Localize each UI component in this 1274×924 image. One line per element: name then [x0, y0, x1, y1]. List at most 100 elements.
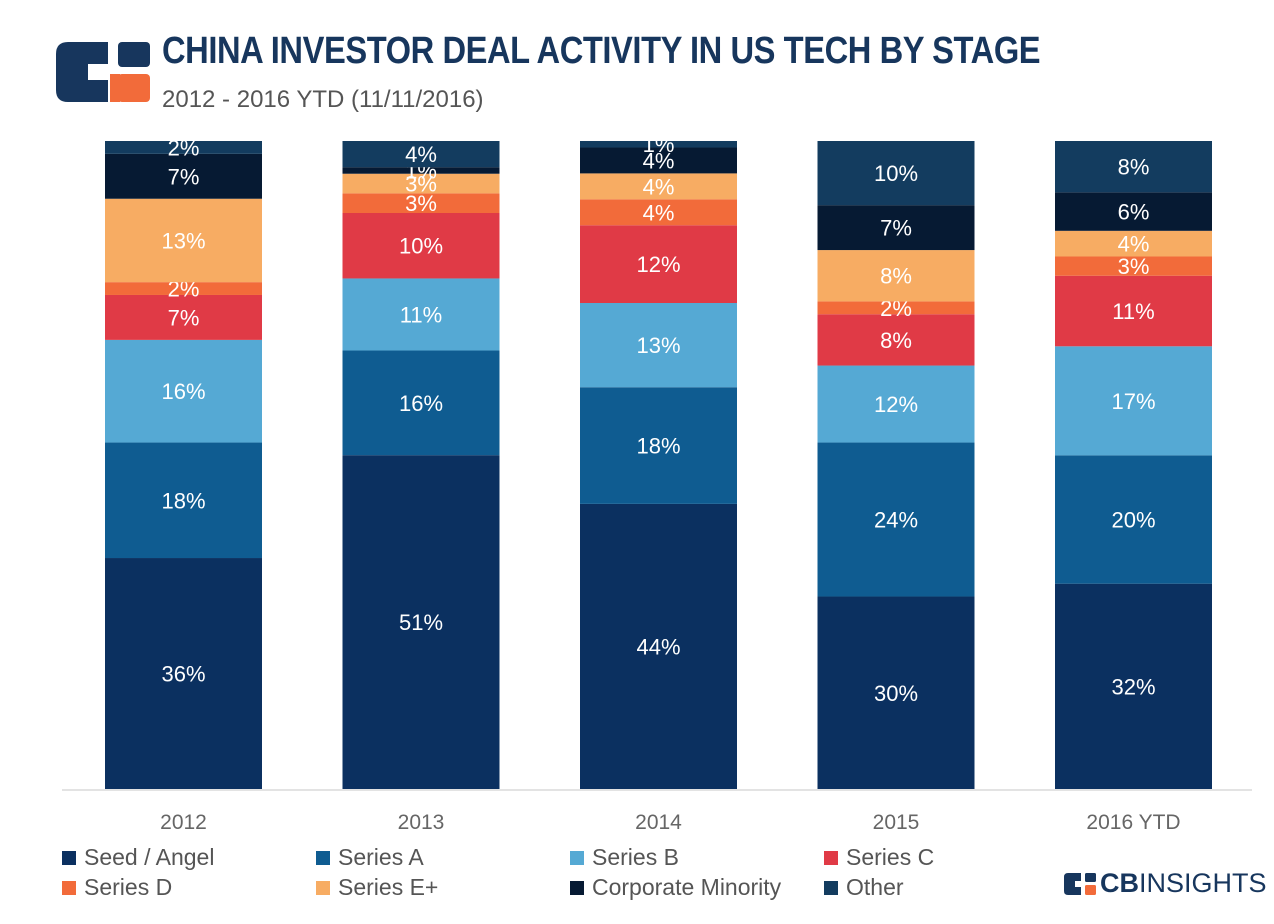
legend-swatch — [570, 880, 584, 895]
legend-label: Series D — [84, 874, 173, 900]
bar-segment — [1055, 141, 1212, 193]
bar-data-label: 4% — [643, 174, 675, 199]
legend-label: Corporate Minority — [592, 874, 782, 900]
cb-insights-logo-icon — [56, 42, 150, 102]
brand-name-bold: CB — [1100, 868, 1139, 898]
bar-segment — [342, 193, 500, 213]
legend-item: Series B — [570, 844, 679, 871]
bar-data-label: 7% — [880, 216, 912, 241]
bar-data-label: 11% — [1112, 299, 1154, 324]
bar-data-label: 11% — [400, 302, 442, 327]
bar-data-label: 16% — [399, 391, 443, 416]
bar-segment — [817, 301, 975, 315]
bar-data-label: 8% — [880, 264, 912, 289]
bar-segment — [817, 205, 975, 251]
bar-segment — [580, 173, 737, 200]
bar-segment — [1055, 230, 1212, 257]
legend-item: Seed / Angel — [62, 844, 214, 871]
bar-data-label: 3% — [405, 172, 437, 197]
x-tick-label: 2014 — [635, 811, 682, 834]
legend-label: Other — [846, 874, 904, 900]
bar-data-label: 10% — [399, 234, 443, 259]
bar-data-label: 17% — [1111, 389, 1155, 414]
legend-swatch — [62, 880, 76, 895]
legend-swatch — [316, 880, 330, 895]
bar-segment — [342, 141, 500, 168]
bar-segment — [817, 365, 975, 443]
bar-data-label: 16% — [161, 379, 205, 404]
bar-data-label: 10% — [874, 161, 918, 186]
bar-segment — [105, 198, 262, 283]
bar-segment — [342, 167, 500, 174]
bar-data-label: 2% — [168, 135, 200, 160]
legend-label: Series C — [846, 844, 935, 870]
legend-swatch — [62, 850, 76, 865]
bar-segment — [817, 141, 975, 206]
bar-segment — [817, 314, 975, 366]
chart-subtitle: 2012 - 2016 YTD (11/11/2016) — [162, 86, 484, 113]
bar-data-label: 3% — [405, 191, 437, 216]
x-tick-label: 2013 — [398, 811, 445, 834]
legend-item: Corporate Minority — [570, 874, 781, 901]
bar-data-label: 18% — [636, 434, 680, 459]
legend-item: Series D — [62, 874, 172, 901]
bar-segment — [342, 350, 500, 456]
bar-segment — [105, 153, 262, 199]
bar-segment — [1055, 192, 1212, 231]
bar-data-label: 4% — [643, 200, 675, 225]
bar-data-label: 8% — [1118, 155, 1150, 180]
bar-data-label: 13% — [161, 228, 205, 253]
bar-data-label: 32% — [1111, 674, 1155, 699]
bar-data-label: 7% — [168, 164, 200, 189]
bar-segment — [105, 282, 262, 295]
bar-segment — [817, 596, 975, 789]
brand-logo: CB INSIGHTS — [1064, 868, 1267, 899]
bar-data-label: 12% — [874, 392, 918, 417]
bar-segment — [580, 387, 737, 504]
bar-data-label: 24% — [874, 508, 918, 533]
bar-segment — [1055, 256, 1212, 276]
bar-data-label: 8% — [880, 328, 912, 353]
bar-segment — [817, 250, 975, 302]
bar-segment — [1055, 583, 1212, 789]
cb-insights-small-logo-icon — [1064, 872, 1096, 895]
bar-data-label: 36% — [161, 662, 205, 687]
bar-data-label: 4% — [643, 148, 675, 173]
bar-segment — [105, 141, 262, 154]
bar-data-label: 51% — [399, 610, 443, 635]
legend-swatch — [316, 850, 330, 865]
bar-segment — [342, 173, 500, 194]
bar-segment — [1055, 275, 1212, 347]
legend-item: Series C — [824, 844, 934, 871]
x-tick-label: 2016 YTD — [1086, 811, 1180, 834]
legend-item: Series E+ — [316, 874, 438, 901]
legend-label: Seed / Angel — [84, 844, 215, 870]
bar-data-label: 30% — [874, 681, 918, 706]
bar-segment — [342, 455, 500, 789]
bar-data-label: 1% — [643, 132, 675, 157]
x-tick-label: 2015 — [873, 811, 920, 834]
bar-segment — [1055, 346, 1212, 456]
legend-swatch — [824, 880, 838, 895]
legend-label: Series E+ — [338, 874, 439, 900]
bar-segment — [1055, 455, 1212, 584]
bar-segment — [580, 503, 737, 789]
bar-data-label: 13% — [636, 333, 680, 358]
brand-name-light: INSIGHTS — [1139, 868, 1267, 898]
legend-label: Series B — [592, 844, 679, 870]
chart-title: CHINA INVESTOR DEAL ACTIVITY IN US TECH … — [162, 30, 1041, 72]
bar-segment — [817, 442, 975, 597]
legend-swatch — [570, 850, 584, 865]
bar-data-label: 7% — [168, 305, 200, 330]
legend-label: Series A — [338, 844, 424, 870]
stacked-bar-chart: 36%18%16%7%2%13%7%2%201251%16%11%10%3%3%… — [62, 132, 1252, 834]
legend-item: Other — [824, 874, 904, 901]
bar-segment — [342, 213, 500, 279]
bar-data-label: 4% — [1118, 232, 1150, 257]
legend-item: Series A — [316, 844, 424, 871]
bar-segment — [105, 339, 262, 443]
bar-data-label: 12% — [636, 252, 680, 277]
x-tick-label: 2012 — [160, 811, 207, 834]
bar-data-label: 4% — [405, 142, 437, 167]
bar-segment — [580, 199, 737, 226]
